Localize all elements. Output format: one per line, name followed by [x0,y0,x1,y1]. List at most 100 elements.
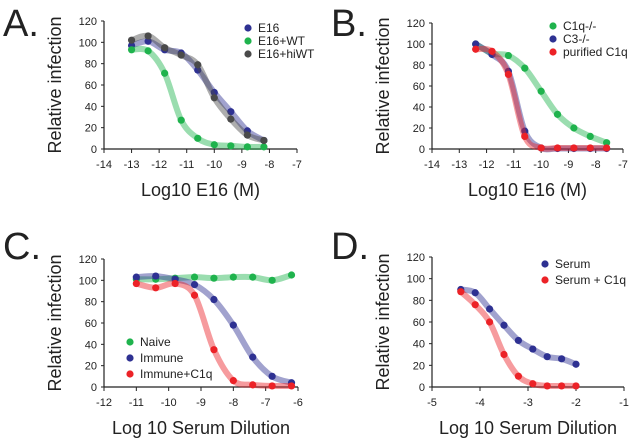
data-point [472,40,480,48]
panel-label: D. [331,226,369,268]
data-point [572,382,580,390]
data-point [287,382,296,390]
legend-marker [549,48,557,56]
data-point [558,355,566,363]
data-point [471,301,479,309]
data-point [572,360,580,368]
y-tick-label: 100 [79,275,97,287]
data-point [194,61,202,69]
x-tick-label: -12 [151,159,167,171]
data-point [500,321,508,329]
y-axis-label: Relative infection [45,254,65,391]
data-point [486,318,494,326]
x-tick-label: -8 [228,397,238,409]
x-axis-label: Log 10 Serum Dilution [112,418,290,438]
data-point [543,353,551,361]
y-tick-label: 80 [85,297,97,309]
x-tick-label: -9 [196,397,206,409]
y-tick-label: 100 [407,274,425,286]
legend-marker [244,24,252,32]
data-point [243,131,251,139]
y-tick-label: 100 [407,39,425,51]
y-tick-label: 0 [91,382,97,394]
legend-marker [541,260,549,268]
data-point [229,321,237,329]
legend-label: E16+hiWT [258,47,315,61]
y-tick-label: 40 [85,339,97,351]
x-tick-label: -7 [261,397,271,409]
data-point [586,132,594,140]
data-point [521,64,529,72]
y-tick-label: 20 [413,360,425,372]
y-tick-label: 0 [91,144,97,156]
data-point [210,88,218,97]
x-tick-label: -10 [161,397,177,409]
data-point [229,273,237,281]
data-point [260,143,268,151]
data-point [194,134,202,142]
y-tick-label: 60 [413,317,425,329]
legend-marker [244,50,252,58]
data-point [152,284,160,292]
data-point [521,132,529,140]
data-point [127,36,136,44]
y-tick-label: 120 [407,252,425,264]
x-tick-label: -3 [523,397,533,409]
legend-label: C3-/- [563,32,590,46]
legend-label: Immune [140,351,184,365]
legend-marker [126,370,134,378]
x-tick-label: -2 [571,397,581,409]
data-point [260,136,268,145]
x-tick-label: -13 [124,159,140,171]
data-point [268,276,276,284]
y-axis-label: Relative infection [373,253,393,390]
x-tick-label: -11 [179,159,194,171]
legend-marker [244,37,252,45]
legend-marker [541,276,549,284]
y-tick-label: 120 [407,18,425,30]
legend-label: Serum [555,257,590,271]
data-point [570,144,578,152]
legend-label: E16 [258,21,280,35]
data-point [457,288,465,296]
data-point [553,110,562,118]
data-point [243,143,251,151]
data-point [161,44,169,52]
data-point [471,289,479,297]
x-axis-label: Log10 E16 (M) [468,180,587,200]
data-point [529,380,537,388]
data-point [152,272,160,280]
data-point [488,47,496,55]
data-point [210,346,218,354]
y-tick-label: 0 [419,382,425,394]
x-tick-label: -8 [265,159,275,171]
y-tick-label: 120 [79,254,97,266]
data-point [127,46,136,54]
data-point [537,144,545,152]
data-point [472,45,480,53]
data-point [514,372,523,380]
data-point [190,281,199,289]
y-tick-label: 100 [79,37,97,49]
data-point [171,279,179,288]
y-tick-label: 40 [413,339,425,351]
data-point [249,381,257,389]
x-axis-label: Log 10 Serum Dilution [439,418,617,438]
data-point [190,291,199,299]
y-tick-label: 20 [85,361,97,373]
series-curve-serum [457,286,579,368]
data-point [603,139,611,147]
data-point [227,115,235,123]
legend-label: Serum + C1q [555,273,626,287]
data-point [543,382,551,390]
y-tick-label: 60 [85,318,97,330]
y-tick-label: 20 [85,123,97,135]
data-point [521,127,529,135]
legend-marker [126,338,134,346]
legend-label: E16+WT [258,34,306,48]
x-tick-label: -1 [619,397,629,409]
data-point [268,382,276,390]
data-point [210,274,218,282]
